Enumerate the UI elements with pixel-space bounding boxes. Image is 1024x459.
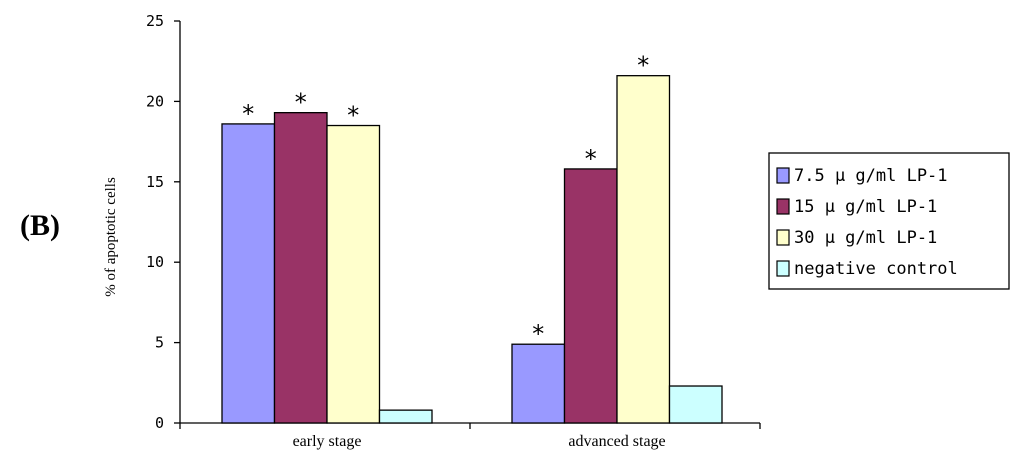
y-tick-label: 0 — [155, 414, 164, 432]
legend-swatch — [776, 260, 790, 277]
legend-swatch — [776, 229, 790, 246]
y-tick-label: 25 — [146, 12, 164, 30]
panel-label: (B) — [20, 209, 60, 242]
significance-star: * — [346, 102, 360, 130]
plot-area: 0 5 10 15 20 25 * * * early stage * * * advanced stag… — [146, 12, 761, 450]
bar — [511, 343, 566, 424]
bar — [378, 409, 433, 424]
x-category-label: early stage — [293, 433, 362, 450]
significance-star: * — [584, 145, 598, 173]
bar — [563, 168, 618, 424]
legend: 7.5 μ g/ml LP-1 15 μ g/ml LP-1 30 μ g/ml L… — [768, 152, 1010, 290]
bar — [668, 385, 723, 424]
significance-star: * — [241, 100, 255, 128]
significance-star: * — [636, 52, 650, 80]
y-tick-label: 20 — [146, 92, 164, 110]
significance-star: * — [531, 320, 545, 348]
legend-label: 15 μ g/ml LP-1 — [794, 197, 937, 217]
x-category-label: advanced stage — [568, 433, 665, 450]
y-tick-label: 10 — [146, 253, 164, 271]
legend-swatch — [776, 167, 790, 184]
y-tick-label: 5 — [155, 334, 164, 352]
significance-star: * — [294, 89, 308, 117]
bar — [326, 124, 381, 424]
legend-frame — [768, 152, 1010, 290]
legend-label: 7.5 μ g/ml LP-1 — [794, 166, 948, 186]
legend-swatch — [776, 198, 790, 215]
y-axis-title: % of apoptotic cells — [103, 177, 119, 297]
legend-label: 30 μ g/ml LP-1 — [794, 228, 937, 248]
y-tick-label: 15 — [146, 173, 164, 191]
bar — [273, 112, 328, 424]
bar — [616, 75, 671, 424]
bar — [221, 123, 276, 424]
legend-label: negative control — [794, 259, 958, 279]
